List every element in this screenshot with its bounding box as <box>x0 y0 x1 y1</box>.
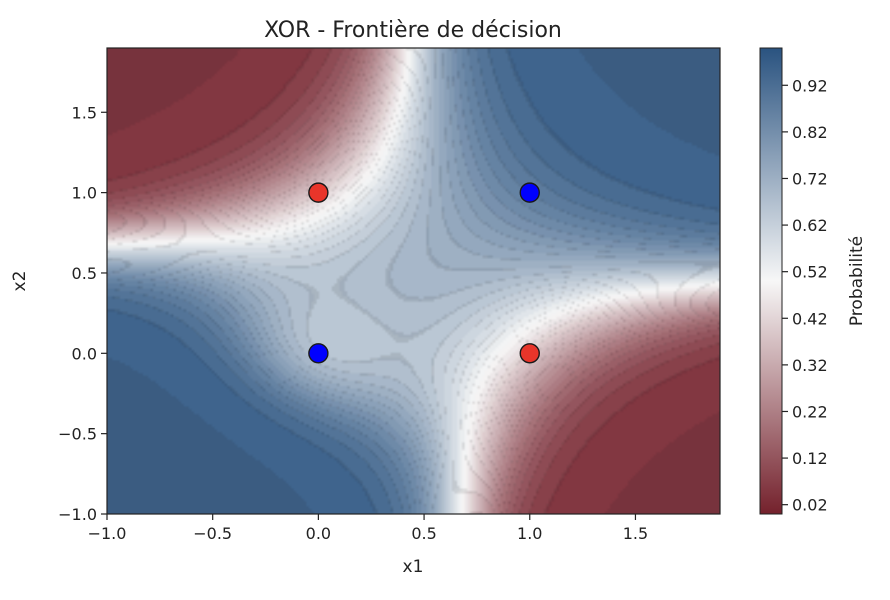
class-0-point <box>308 343 329 364</box>
y-tick-label: −1.0 <box>58 505 97 524</box>
x-axis: −1.0 −0.5 0.0 0.5 1.0 1.5 <box>88 514 648 543</box>
x-tick-label: 1.5 <box>623 524 648 543</box>
plot-frame <box>106 47 721 515</box>
colorbar-tick-label: 0.62 <box>792 216 828 235</box>
y-tick-label: 1.5 <box>72 103 97 122</box>
plot-area: −1.0 −0.5 0.0 0.5 1.0 1.5 −1.0 −0.5 0.0 0.5 1.0 1.… <box>58 47 721 543</box>
colorbar-tick-label: 0.32 <box>792 356 828 375</box>
colorbar-tick-label: 0.12 <box>792 449 828 468</box>
y-tick-label: −0.5 <box>58 425 97 444</box>
colorbar-tick-label: 0.72 <box>792 169 828 188</box>
x-tick-label: 0.0 <box>306 524 331 543</box>
colorbar-tick-label: 0.82 <box>792 123 828 142</box>
colorbar-gradient <box>760 48 782 514</box>
colorbar: 0.02 0.12 0.22 0.32 0.42 0.52 0.62 0.72 0.82 0.92… <box>759 47 867 515</box>
x-tick-label: 0.5 <box>411 524 436 543</box>
colorbar-tick-label: 0.22 <box>792 402 828 421</box>
colorbar-tick-label: 0.02 <box>792 496 828 515</box>
y-tick-label: 0.5 <box>72 264 97 283</box>
x-axis-label: x1 <box>403 557 424 577</box>
y-axis-label: x2 <box>10 271 30 292</box>
x-tick-label: −1.0 <box>88 524 127 543</box>
y-tick-label: 0.0 <box>72 344 97 363</box>
colorbar-ticks: 0.02 0.12 0.22 0.32 0.42 0.52 0.62 0.72 0.82 0.92 <box>782 76 828 515</box>
y-axis: −1.0 −0.5 0.0 0.5 1.0 1.5 <box>58 103 107 524</box>
colorbar-tick-label: 0.92 <box>792 76 828 95</box>
class-0-point <box>519 182 540 203</box>
class-1-point <box>308 182 329 203</box>
x-tick-label: −0.5 <box>193 524 232 543</box>
xor-points <box>308 182 540 364</box>
probability-heatmap <box>107 48 720 514</box>
chart-title: XOR - Frontière de décision <box>264 18 562 43</box>
class-1-point <box>519 343 540 364</box>
y-tick-label: 1.0 <box>72 184 97 203</box>
x-tick-label: 1.0 <box>517 524 542 543</box>
colorbar-tick-label: 0.52 <box>792 263 828 282</box>
colorbar-frame <box>759 47 783 515</box>
colorbar-label: Probabilité <box>847 236 867 326</box>
colorbar-tick-label: 0.42 <box>792 309 828 328</box>
